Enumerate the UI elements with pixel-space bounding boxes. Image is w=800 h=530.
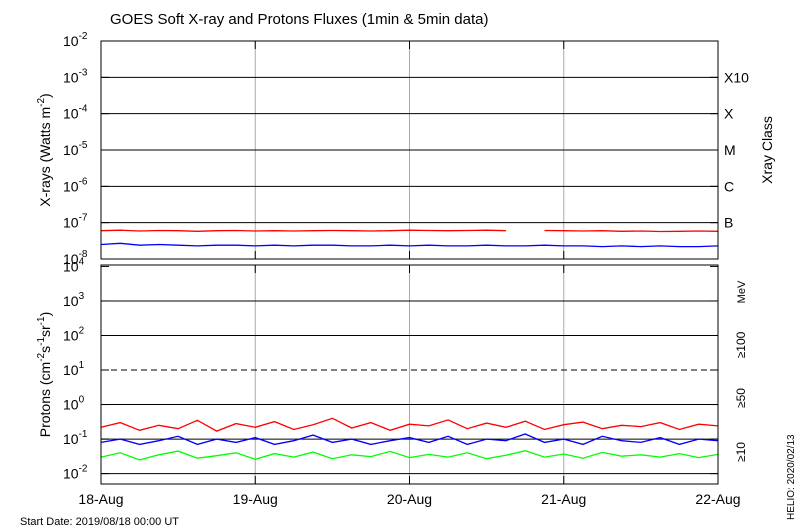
y-tick-label: 103 — [63, 291, 85, 309]
tick-exponent: -7 — [79, 213, 88, 224]
label-exponent: -1 — [36, 316, 47, 325]
y-tick-label: 10-3 — [63, 67, 88, 85]
tick-exponent: -6 — [79, 176, 88, 187]
class-label: X10 — [724, 69, 749, 85]
tick-exponent: 1 — [79, 360, 85, 371]
label-exponent: -2 — [36, 352, 47, 361]
tick-exponent: -4 — [79, 104, 88, 115]
plot-frame — [100, 264, 719, 485]
start-date: Start Date: 2019/08/18 00:00 UT — [20, 516, 179, 528]
y-tick-label: 101 — [63, 360, 85, 378]
tick-base: 10 — [63, 327, 79, 343]
class-label: X — [724, 106, 734, 122]
y-tick-label: 10-2 — [63, 464, 88, 482]
tick-base: 10 — [63, 33, 79, 49]
tick-base: 10 — [63, 142, 79, 158]
tick-exponent: -3 — [79, 67, 88, 78]
tick-base: 10 — [63, 178, 79, 194]
x-tick-label: 18-Aug — [78, 491, 123, 507]
y-tick-label: 10-6 — [63, 176, 88, 194]
tick-exponent: -5 — [79, 140, 88, 151]
series-line — [100, 229, 506, 232]
tick-base: 10 — [63, 106, 79, 122]
tick-base: 10 — [63, 258, 79, 274]
x-tick-label: 21-Aug — [541, 491, 586, 507]
tick-base: 10 — [63, 251, 79, 267]
x-tick-label: 20-Aug — [387, 491, 432, 507]
label-part: ) — [37, 312, 53, 317]
series-line — [544, 229, 719, 233]
energy-unit: MeV — [736, 280, 748, 303]
x-tick-label: 19-Aug — [233, 491, 278, 507]
y-tick-label: 102 — [63, 325, 85, 343]
y-tick-label: 10-8 — [63, 249, 88, 267]
class-label: C — [724, 178, 734, 194]
tick-exponent: -1 — [79, 429, 88, 440]
y-tick-label: 10-1 — [63, 429, 88, 447]
label-part: Protons (cm — [37, 362, 53, 437]
y-axis-label: Protons (cm-2s-1sr-1) — [36, 312, 53, 438]
tick-exponent: 2 — [79, 325, 85, 336]
plot-frame — [100, 40, 719, 260]
label-part: s — [37, 346, 53, 353]
tick-exponent: 3 — [79, 291, 85, 302]
right-axis-label: Xray Class — [759, 116, 775, 184]
tick-exponent: -2 — [79, 464, 88, 475]
tick-exponent: -2 — [79, 31, 88, 42]
y-axis-label: X-rays (Watts m-2) — [36, 93, 53, 206]
series-line — [100, 450, 719, 461]
series-line — [100, 417, 719, 432]
tick-base: 10 — [63, 397, 79, 413]
tick-exponent: -8 — [79, 249, 88, 260]
tick-base: 10 — [63, 69, 79, 85]
label-part: ) — [37, 93, 53, 98]
chart-title: GOES Soft X-ray and Protons Fluxes (1min… — [110, 11, 489, 28]
series-line — [100, 433, 719, 446]
x-tick-label: 22-Aug — [695, 491, 740, 507]
legend-entry: ≥100 — [734, 331, 748, 358]
legend-entry: ≥10 — [734, 442, 748, 462]
y-tick-label: 10-5 — [63, 140, 88, 158]
tick-base: 10 — [63, 466, 79, 482]
label-exponent: -2 — [36, 98, 47, 107]
y-tick-label: 10-2 — [63, 31, 88, 49]
y-tick-label: 100 — [63, 395, 85, 413]
tick-base: 10 — [63, 362, 79, 378]
y-tick-label: 104 — [63, 256, 85, 274]
tick-base: 10 — [63, 293, 79, 309]
tick-exponent: 4 — [79, 256, 85, 267]
legend-entry: ≥50 — [734, 388, 748, 408]
series-line — [100, 242, 719, 248]
label-part: sr — [37, 325, 53, 337]
credit: HELIO: 2020/02/13 — [786, 434, 797, 520]
class-label: M — [724, 142, 736, 158]
tick-base: 10 — [63, 215, 79, 231]
label-exponent: -1 — [36, 337, 47, 346]
tick-base: 10 — [63, 431, 79, 447]
y-tick-label: 10-7 — [63, 213, 88, 231]
y-tick-label: 10-4 — [63, 104, 88, 122]
tick-exponent: 0 — [79, 395, 85, 406]
label-part: X-rays (Watts m — [37, 107, 53, 207]
class-label: B — [724, 215, 733, 231]
